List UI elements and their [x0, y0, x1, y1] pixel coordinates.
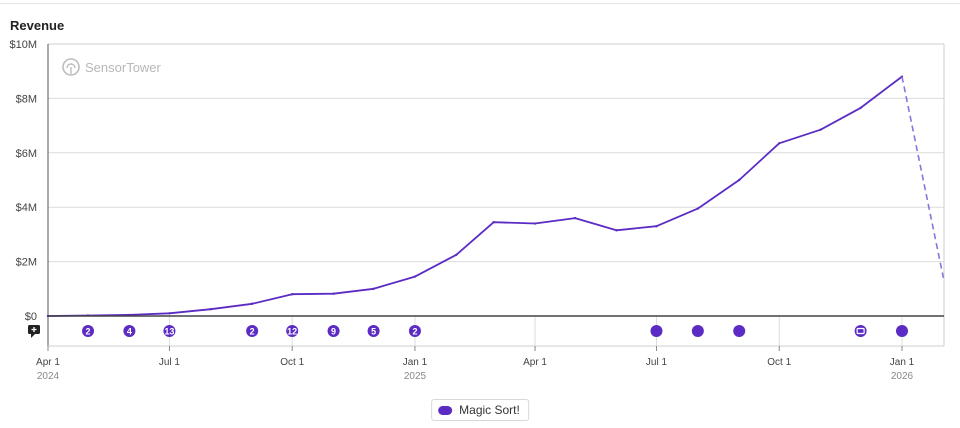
series-point	[455, 253, 458, 256]
event-dot-marker	[733, 325, 746, 337]
event-dot-marker	[650, 325, 663, 337]
event-count-label: 2	[86, 327, 91, 337]
event-dot-marker	[896, 325, 908, 337]
legend[interactable]: Magic Sort!	[431, 399, 529, 421]
series-point	[655, 225, 658, 228]
top-divider	[0, 3, 960, 4]
event-count-marker	[246, 325, 259, 337]
series-point	[209, 308, 212, 311]
series-point	[492, 220, 495, 224]
comment-icon-tail	[31, 334, 35, 338]
comment-icon-plus	[31, 327, 37, 332]
x-tick-label: Jul 1	[646, 357, 668, 368]
watermark-text: SensorTower	[85, 60, 162, 75]
chart-title: Revenue	[10, 18, 65, 33]
sensortower-logo-icon	[62, 58, 80, 76]
ticket-icon	[854, 325, 867, 337]
event-count-marker	[327, 325, 340, 337]
y-tick-label: $8M	[16, 93, 37, 105]
y-tick-label: $4M	[16, 202, 37, 214]
event-count-label: 2	[250, 327, 255, 337]
x-tick-label: Jan 1	[403, 357, 428, 368]
event-count-label: 4	[127, 327, 132, 337]
event-dot-marker	[691, 325, 704, 337]
series-point	[819, 128, 822, 131]
y-tick-label: $2M	[16, 257, 37, 269]
series-point	[615, 229, 618, 232]
series-point	[413, 275, 417, 278]
series-point	[372, 287, 375, 290]
x-tick-label: Jul 1	[159, 357, 181, 368]
x-tick-label: Oct 1	[767, 357, 791, 368]
event-count-label: 12	[287, 327, 297, 337]
ticket-icon-inner	[856, 327, 865, 335]
y-tick-label: $10M	[9, 39, 37, 51]
legend-label: Magic Sort!	[459, 403, 520, 417]
series-projection-line	[901, 76, 945, 279]
series-point	[738, 178, 741, 182]
event-count-label: 2	[412, 327, 417, 337]
legend-swatch	[438, 405, 453, 415]
sensortower-logo-mark	[66, 63, 76, 74]
x-tick-label: Oct 1	[280, 357, 304, 368]
series-point	[696, 207, 700, 210]
x-tick-year: 2025	[404, 371, 427, 382]
event-count-label: 5	[371, 327, 376, 337]
series-point	[533, 222, 537, 225]
revenue-chart: $10M $8M $6M $4M $2M $0 Apr 1 2024 Jul 1 Oct 1 Jan…	[9, 39, 945, 382]
series-line-magic-sort	[47, 75, 903, 317]
event-count-marker	[286, 325, 299, 337]
series-point	[250, 302, 254, 305]
series-point	[778, 142, 781, 145]
event-count-marker	[408, 325, 421, 337]
x-tick-label: Apr 1	[523, 357, 547, 368]
event-count-marker	[367, 325, 380, 337]
x-tick-label: Jan 1	[890, 357, 915, 368]
series-point	[573, 216, 577, 220]
event-count-marker	[82, 325, 95, 337]
series-point	[859, 106, 862, 110]
event-count-label: 13	[164, 327, 174, 337]
x-tick-year: 2026	[891, 371, 914, 382]
y-tick-label: $6M	[16, 148, 37, 160]
series-point	[290, 293, 294, 296]
series-point	[332, 292, 335, 295]
y-tick-label: $0	[25, 311, 37, 323]
series-point	[168, 312, 171, 315]
event-count-marker	[123, 325, 136, 337]
x-tick-label: Apr 1	[36, 357, 60, 368]
x-tick-year: 2024	[37, 371, 60, 382]
event-count-label: 9	[331, 327, 336, 337]
event-count-marker	[163, 325, 176, 337]
